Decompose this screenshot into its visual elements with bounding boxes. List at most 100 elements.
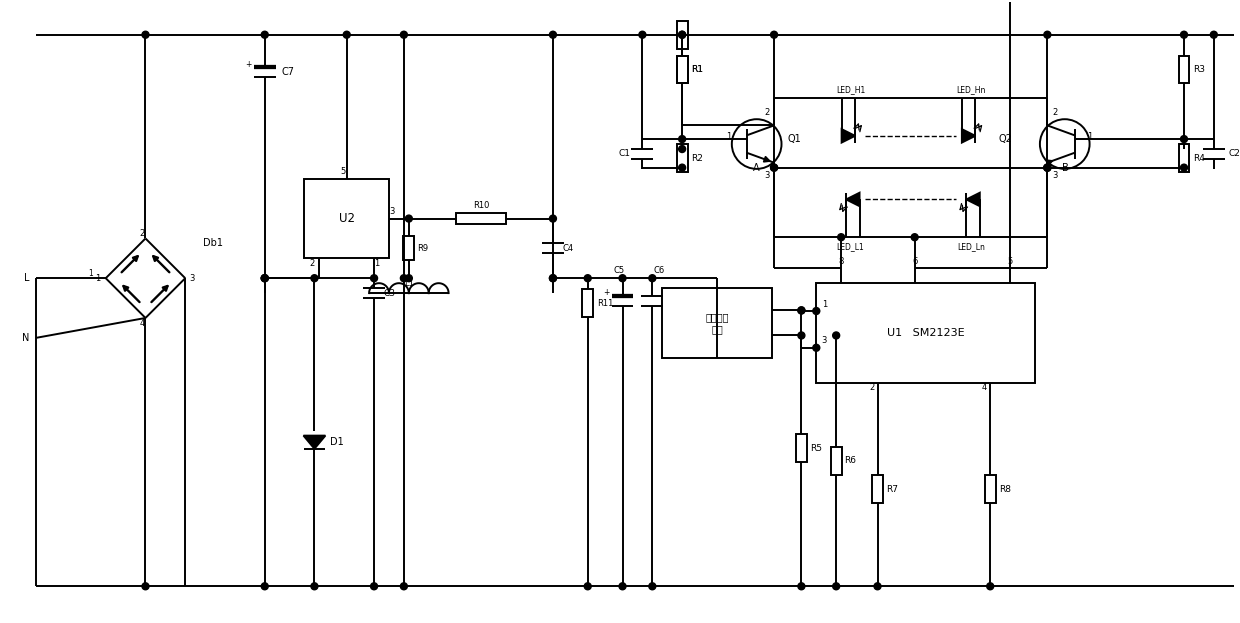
Text: L1: L1 <box>404 278 414 288</box>
Text: B: B <box>1063 163 1069 173</box>
Text: R4: R4 <box>1193 154 1205 163</box>
Circle shape <box>1180 136 1188 143</box>
Bar <box>985 475 996 503</box>
Bar <box>677 145 688 172</box>
Polygon shape <box>842 129 856 143</box>
Text: U2: U2 <box>339 212 355 225</box>
Text: D1: D1 <box>330 437 343 447</box>
Circle shape <box>770 164 777 171</box>
Circle shape <box>838 234 844 240</box>
Circle shape <box>1180 164 1188 171</box>
Circle shape <box>343 31 350 38</box>
Circle shape <box>262 275 268 282</box>
Text: L: L <box>24 273 30 283</box>
Circle shape <box>1044 164 1050 171</box>
Text: 8: 8 <box>838 257 844 266</box>
Bar <box>831 447 842 475</box>
Text: R1: R1 <box>691 65 703 74</box>
Circle shape <box>1044 31 1050 38</box>
Bar <box>305 179 389 259</box>
Text: R9: R9 <box>417 244 428 253</box>
Circle shape <box>311 583 317 590</box>
Circle shape <box>678 164 686 171</box>
Polygon shape <box>966 193 980 206</box>
Text: C4: C4 <box>563 244 574 253</box>
Circle shape <box>143 583 149 590</box>
Text: R8: R8 <box>998 485 1011 494</box>
Text: LED_Ln: LED_Ln <box>957 242 985 250</box>
Text: R2: R2 <box>691 154 703 163</box>
Circle shape <box>911 234 918 240</box>
Text: 5: 5 <box>1007 257 1013 266</box>
Circle shape <box>619 275 626 282</box>
Circle shape <box>797 307 805 314</box>
Text: C6: C6 <box>653 266 665 275</box>
Circle shape <box>770 164 777 171</box>
Text: R10: R10 <box>472 201 489 210</box>
Text: 1: 1 <box>727 131 732 141</box>
Text: 1: 1 <box>95 273 100 283</box>
Text: 2: 2 <box>764 108 769 117</box>
Bar <box>1178 55 1189 83</box>
Circle shape <box>401 275 408 282</box>
Circle shape <box>371 583 377 590</box>
Text: R3: R3 <box>1193 65 1205 74</box>
Circle shape <box>678 31 686 38</box>
Bar <box>1178 145 1189 172</box>
Bar <box>796 434 807 462</box>
Bar <box>662 288 771 358</box>
Polygon shape <box>962 129 976 143</box>
Text: 无线控制
电路: 无线控制 电路 <box>706 312 729 334</box>
Circle shape <box>1180 31 1188 38</box>
Circle shape <box>549 215 557 222</box>
Text: R11: R11 <box>596 298 613 308</box>
Circle shape <box>678 136 686 143</box>
Polygon shape <box>304 435 325 449</box>
Circle shape <box>874 583 880 590</box>
Bar <box>403 237 414 260</box>
Circle shape <box>1044 164 1050 171</box>
Text: C7: C7 <box>281 67 295 77</box>
Bar <box>677 55 688 83</box>
Bar <box>677 21 688 49</box>
Circle shape <box>401 31 408 38</box>
Text: 1: 1 <box>822 300 827 308</box>
Circle shape <box>987 583 993 590</box>
Circle shape <box>1210 31 1218 38</box>
Text: 1: 1 <box>88 269 93 278</box>
Text: +: + <box>246 60 252 69</box>
Circle shape <box>649 275 656 282</box>
Text: 4: 4 <box>982 383 987 392</box>
Circle shape <box>678 31 686 38</box>
Text: Q1: Q1 <box>787 134 801 144</box>
Text: A: A <box>753 163 759 173</box>
Circle shape <box>549 275 557 282</box>
Bar <box>872 475 883 503</box>
Text: 3: 3 <box>822 336 827 345</box>
Text: 5: 5 <box>340 168 346 176</box>
Text: C3: C3 <box>384 288 396 298</box>
Circle shape <box>262 583 268 590</box>
Circle shape <box>262 31 268 38</box>
Text: C2: C2 <box>1229 150 1240 158</box>
Circle shape <box>770 31 777 38</box>
Text: LED_L1: LED_L1 <box>837 242 864 250</box>
Circle shape <box>371 275 377 282</box>
Circle shape <box>143 31 149 38</box>
Circle shape <box>797 307 805 314</box>
Text: 6: 6 <box>911 257 918 266</box>
Circle shape <box>833 332 839 339</box>
Text: R5: R5 <box>810 444 822 453</box>
Text: C1: C1 <box>619 150 630 158</box>
Text: 4: 4 <box>140 320 145 328</box>
Text: 1: 1 <box>1087 131 1092 141</box>
Circle shape <box>678 146 686 153</box>
Text: 3: 3 <box>764 171 769 180</box>
Text: LED_H1: LED_H1 <box>836 85 866 93</box>
Text: U1   SM2123E: U1 SM2123E <box>887 328 965 338</box>
Text: R7: R7 <box>885 485 898 494</box>
Text: Q2: Q2 <box>998 134 1012 144</box>
Circle shape <box>1044 164 1050 171</box>
Circle shape <box>401 583 408 590</box>
Text: R1: R1 <box>691 65 703 74</box>
